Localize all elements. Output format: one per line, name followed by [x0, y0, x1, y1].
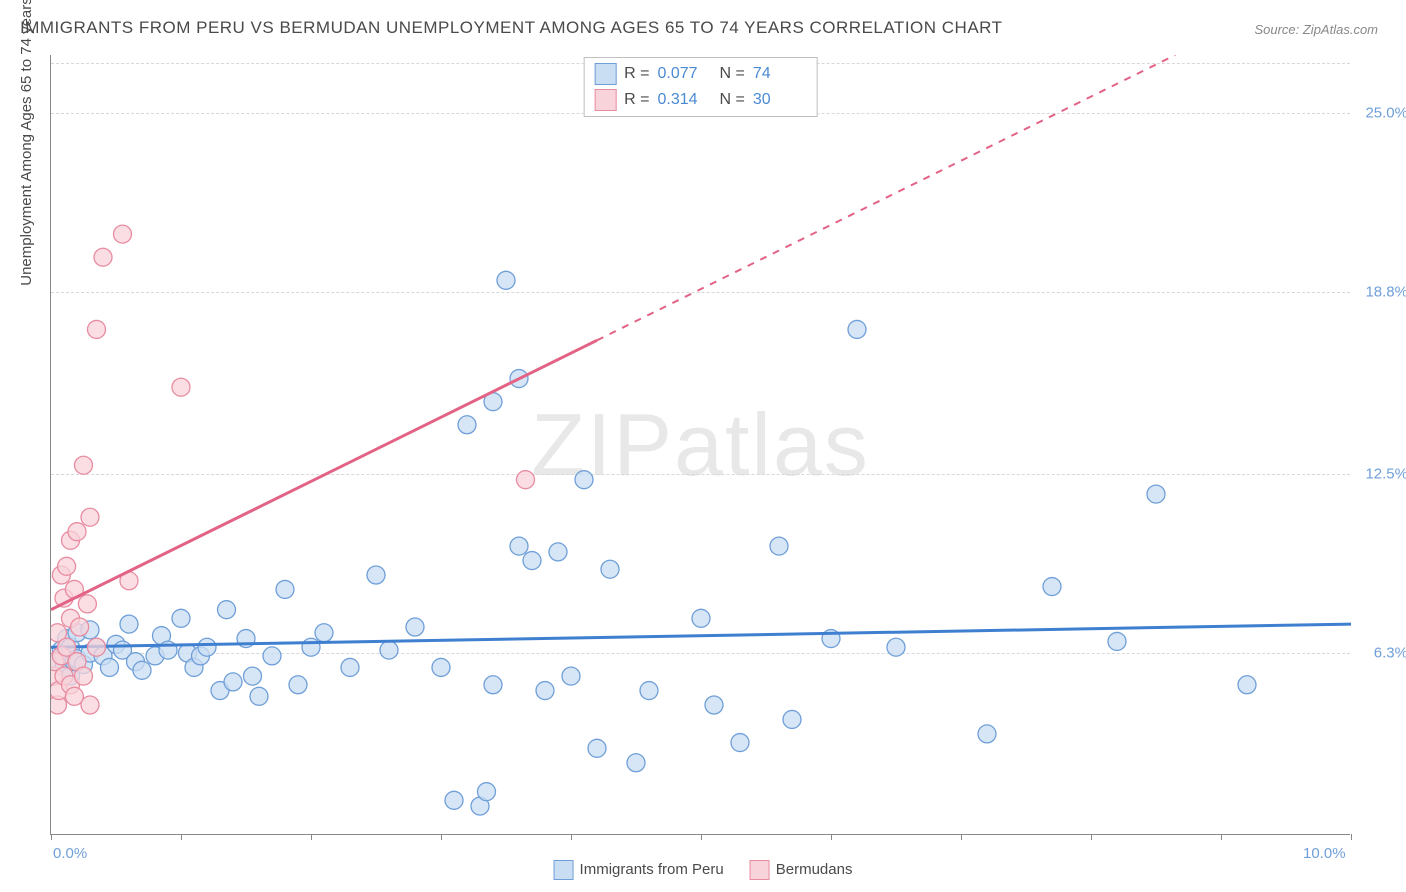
data-point [848, 320, 866, 338]
x-tick-mark [1351, 834, 1352, 840]
data-point [1108, 632, 1126, 650]
data-point [517, 471, 535, 489]
data-point [1043, 578, 1061, 596]
data-point [120, 615, 138, 633]
scatter-svg [51, 55, 1351, 835]
data-point [588, 739, 606, 757]
data-point [315, 624, 333, 642]
legend-r-label: R = [624, 91, 649, 109]
data-point [978, 725, 996, 743]
data-point [81, 508, 99, 526]
data-point [172, 609, 190, 627]
data-point [692, 609, 710, 627]
y-axis-label: Unemployment Among Ages 65 to 74 years [18, 0, 35, 286]
data-point [276, 580, 294, 598]
x-tick-label: 10.0% [1303, 845, 1346, 862]
legend-swatch [750, 860, 770, 880]
data-point [562, 667, 580, 685]
legend-item: Immigrants from Peru [554, 860, 724, 880]
legend-n-label: N = [720, 65, 745, 83]
legend-n-value: 74 [753, 65, 807, 83]
data-point [549, 543, 567, 561]
data-point [575, 471, 593, 489]
data-point [172, 378, 190, 396]
data-point [367, 566, 385, 584]
data-point [640, 682, 658, 700]
series-legend: Immigrants from Peru Bermudans [554, 860, 853, 880]
data-point [458, 416, 476, 434]
data-point [250, 687, 268, 705]
data-point [445, 791, 463, 809]
data-point [244, 667, 262, 685]
data-point [406, 618, 424, 636]
data-point [536, 682, 554, 700]
plot-area: ZIPatlas R =0.077N =74R =0.314N =30 6.3%… [50, 55, 1350, 835]
source-attribution: Source: ZipAtlas.com [1254, 22, 1378, 37]
data-point [101, 658, 119, 676]
data-point [302, 638, 320, 656]
y-tick-label: 25.0% [1365, 104, 1406, 121]
data-point [380, 641, 398, 659]
legend-r-value: 0.077 [658, 65, 712, 83]
data-point [94, 248, 112, 266]
legend-swatch [594, 63, 616, 85]
y-tick-label: 18.8% [1365, 283, 1406, 300]
y-tick-label: 6.3% [1374, 645, 1406, 662]
x-tick-label: 0.0% [53, 845, 87, 862]
legend-item: Bermudans [750, 860, 853, 880]
stats-legend: R = 0.077 N = 74 R = 0.314 N = 30 [583, 57, 818, 117]
data-point [510, 537, 528, 555]
data-point [78, 595, 96, 613]
data-point [497, 271, 515, 289]
data-point [770, 537, 788, 555]
data-point [341, 658, 359, 676]
data-point [133, 661, 151, 679]
data-point [58, 557, 76, 575]
data-point [263, 647, 281, 665]
data-point [601, 560, 619, 578]
data-point [432, 658, 450, 676]
legend-row: R = 0.077 N = 74 [594, 61, 807, 87]
data-point [887, 638, 905, 656]
data-point [75, 667, 93, 685]
legend-r-value: 0.314 [658, 91, 712, 109]
data-point [114, 225, 132, 243]
data-point [88, 320, 106, 338]
data-point [705, 696, 723, 714]
data-point [75, 456, 93, 474]
data-point [198, 638, 216, 656]
data-point [68, 523, 86, 541]
data-point [484, 676, 502, 694]
data-point [1238, 676, 1256, 694]
legend-swatch [554, 860, 574, 880]
data-point [71, 618, 89, 636]
data-point [224, 673, 242, 691]
data-point [731, 734, 749, 752]
legend-n-value: 30 [753, 91, 807, 109]
data-point [478, 783, 496, 801]
legend-row: R = 0.314 N = 30 [594, 87, 807, 113]
legend-label: Bermudans [776, 861, 853, 878]
data-point [523, 552, 541, 570]
data-point [88, 638, 106, 656]
data-point [289, 676, 307, 694]
regression-line [51, 340, 597, 609]
legend-r-label: R = [624, 65, 649, 83]
data-point [627, 754, 645, 772]
data-point [218, 601, 236, 619]
legend-swatch [594, 89, 616, 111]
y-tick-label: 12.5% [1365, 465, 1406, 482]
chart-title: IMMIGRANTS FROM PERU VS BERMUDAN UNEMPLO… [20, 18, 1003, 38]
data-point [783, 710, 801, 728]
legend-n-label: N = [720, 91, 745, 109]
legend-label: Immigrants from Peru [580, 861, 724, 878]
data-point [81, 696, 99, 714]
data-point [1147, 485, 1165, 503]
